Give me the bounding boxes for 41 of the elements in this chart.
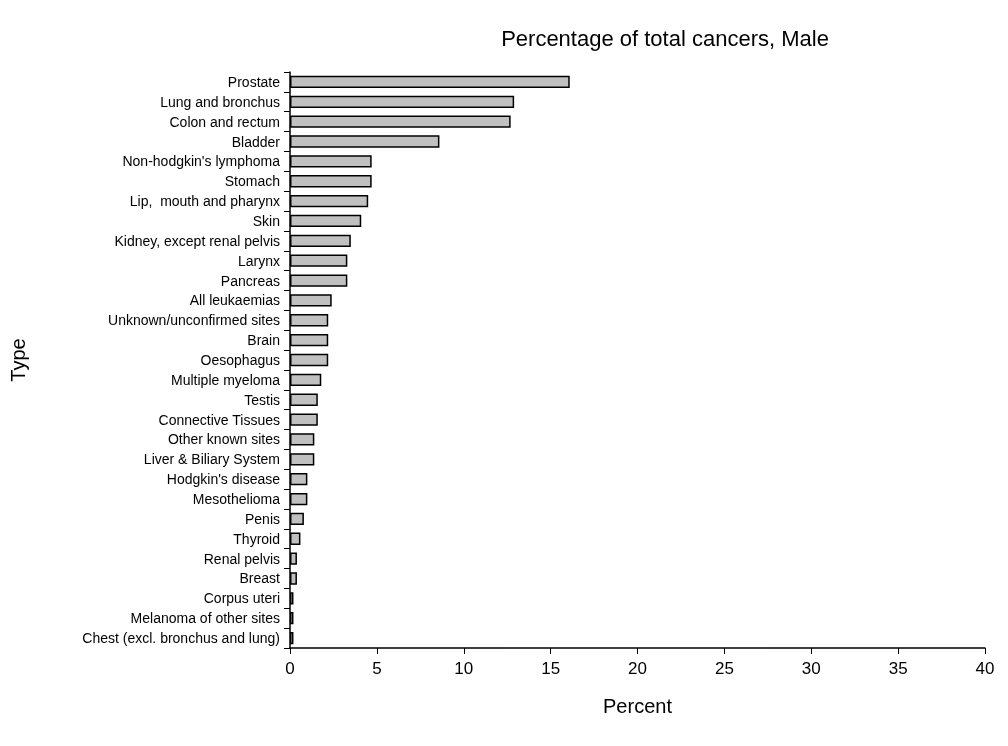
y-tick-label: Penis (244, 510, 280, 527)
y-tick-label: Lip, mouth and pharynx (129, 193, 280, 210)
y-tick-label: Non-hodgkin's lymphoma (122, 153, 281, 170)
x-tick-label: 40 (975, 659, 995, 678)
y-tick-label: Renal pelvis (203, 550, 280, 567)
y-tick-label: Kidney, except renal pelvis (114, 232, 280, 249)
y-tick-label: Thyroid (233, 530, 280, 547)
y-tick-label: Other known sites (167, 431, 280, 448)
y-tick-label: Hodgkin's disease (166, 471, 281, 488)
y-tick-label: All leukaemias (189, 292, 280, 309)
x-tick-label: 5 (372, 659, 382, 678)
y-tick-label: Multiple myeloma (171, 371, 281, 388)
x-tick-label: 30 (801, 659, 821, 678)
chart-title: Percentage of total cancers, Male (501, 25, 829, 51)
y-tick-label: Melanoma of other sites (130, 610, 280, 627)
y-tick-label: Liver & Biliary System (143, 451, 280, 468)
y-tick-label: Bladder (231, 133, 281, 150)
y-tick-label: Mesothelioma (192, 491, 281, 508)
y-tick-label: Larynx (237, 252, 280, 269)
y-tick-label: Lung and bronchus (160, 93, 280, 110)
y-tick-label: Breast (239, 570, 281, 587)
x-tick-label: 10 (454, 659, 474, 678)
y-axis-title: Type (7, 338, 29, 382)
y-tick-label: Corpus uteri (203, 590, 280, 607)
x-axis-title: Percent (603, 695, 673, 717)
y-tick-label: Skin (252, 212, 280, 229)
x-tick-label: 35 (888, 659, 908, 678)
x-tick-label: 20 (628, 659, 647, 678)
y-tick-label: Oesophagus (200, 352, 280, 368)
x-tick-label: 0 (285, 659, 295, 678)
y-tick-label: Connective Tissues (158, 411, 280, 428)
y-tick-label: Prostate (227, 73, 281, 90)
y-tick-label: Unknown/unconfirmed sites (108, 312, 280, 329)
y-tick-label: Testis (244, 391, 280, 408)
y-tick-label: Pancreas (220, 272, 280, 289)
y-tick-label: Stomach (224, 173, 280, 190)
x-tick-label: 25 (714, 659, 734, 678)
y-tick-label: Colon and rectum (169, 113, 280, 130)
y-tick-label: Chest (excl. bronchus and lung) (82, 630, 280, 647)
x-tick-label: 15 (541, 659, 561, 678)
y-tick-label: Brain (247, 332, 280, 349)
